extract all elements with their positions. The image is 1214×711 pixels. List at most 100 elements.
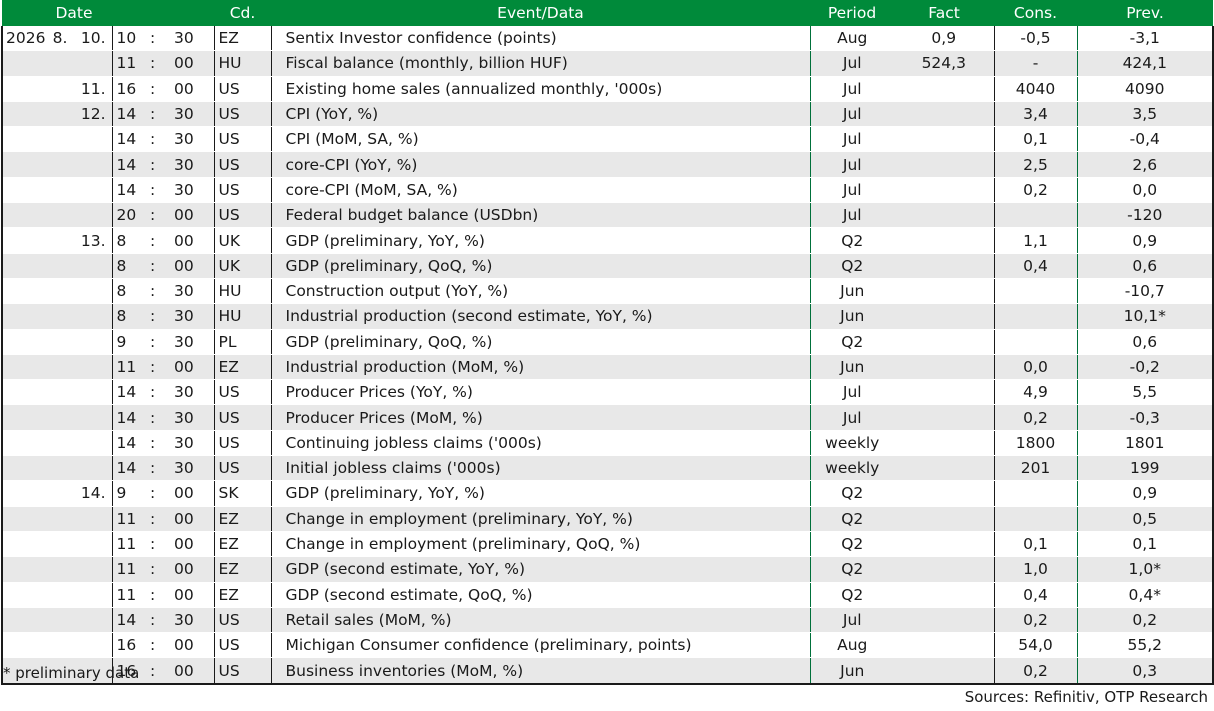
cell-day [72,506,112,532]
cell-country-code: EZ [213,556,271,583]
cell-hour: 8 [111,227,146,254]
cell-previous: 0,3 [1076,657,1214,685]
cell-country-code: EZ [213,26,271,52]
cell-day [72,126,112,153]
cell-previous: 424,1 [1076,50,1214,77]
cell-country-code: SK [213,480,271,507]
cell-year [1,354,48,381]
cell-period: Q2 [809,253,894,279]
cell-day [72,303,112,330]
cell-consensus: 4,9 [993,379,1077,406]
cell-year [1,76,48,102]
time-minute: 30 [174,408,194,427]
cell-minute: :00 [146,354,214,381]
cell-consensus: 0,2 [993,404,1077,431]
time-separator: : [150,459,156,478]
cell-month [48,50,72,77]
cell-country-code: US [213,404,271,431]
cell-minute: :00 [146,227,214,254]
table-row: 2026 8. 10. 10:30 EZ Sentix Investor confiden… [1,26,1214,52]
cell-hour: 16 [111,632,146,659]
cell-previous: 0,0 [1076,177,1214,204]
cell-month [48,506,72,532]
table-body: 2026 8. 10. 10:30 EZ Sentix Investor confiden… [1,26,1214,685]
cell-previous: 1801 [1076,430,1214,457]
cell-fact [894,657,994,685]
table-row: 11:00 EZ Change in employment (preliminary… [1,506,1214,532]
cell-hour: 11 [111,582,146,608]
cell-fact [894,253,994,279]
cell-month [48,582,72,608]
table-row: 11:00 EZ Change in employment (preliminary… [1,531,1214,558]
calendar-table-wrap: Date Cd. Event/Data Period Fact Cons. Pr… [1,0,1214,685]
cell-previous: 1,0* [1076,556,1214,583]
cell-event: GDP (second estimate, YoY, %) [270,556,810,583]
cell-day [72,556,112,583]
cell-minute: :30 [146,607,214,634]
time-separator: : [150,535,156,554]
cell-country-code: US [213,657,271,685]
cell-country-code: EZ [213,531,271,558]
cell-year [1,151,48,178]
cell-consensus: 54,0 [993,632,1077,659]
cell-year [1,480,48,507]
cell-minute: :30 [146,151,214,178]
cell-minute: :30 [146,430,214,457]
time-minute: 30 [174,307,194,326]
header-prev: Prev. [1077,0,1213,26]
time-separator: : [150,358,156,376]
cell-fact [894,126,994,153]
cell-country-code: US [213,151,271,178]
cell-fact [894,506,994,532]
cell-country-code: HU [213,303,271,330]
cell-day [72,430,112,457]
cell-year [1,531,48,558]
cell-consensus: 0,1 [993,531,1077,558]
cell-period: Q2 [809,227,894,254]
cell-fact [894,278,994,305]
time-separator: : [150,585,156,604]
time-separator: : [150,408,156,427]
cell-fact [894,151,994,178]
cell-year [1,329,48,355]
header-period: Period [810,0,894,26]
cell-event: GDP (preliminary, YoY, %) [270,227,810,254]
cell-minute: :30 [146,101,214,128]
cell-event: GDP (preliminary, YoY, %) [270,480,810,507]
time-separator: : [150,383,156,402]
cell-year [1,607,48,634]
cell-consensus: 0,4 [993,582,1077,608]
cell-period: Jun [809,657,894,685]
cell-day: 11. [72,76,112,102]
cell-country-code: US [213,202,271,229]
cell-month [48,531,72,558]
cell-hour: 14 [111,101,146,128]
cell-year [1,177,48,204]
cell-year [1,657,48,685]
cell-country-code: PL [213,329,271,355]
cell-month [48,379,72,406]
cell-month [48,101,72,128]
cell-previous: -0,3 [1076,404,1214,431]
table-row: 13. 8:00 UK GDP (preliminary, YoY, %) Q2 1,1 0… [1,227,1214,254]
cell-minute: :30 [146,379,214,406]
cell-event: Michigan Consumer confidence (preliminar… [270,632,810,659]
cell-consensus [993,506,1077,532]
time-minute: 00 [174,585,194,604]
cell-day [72,202,112,229]
cell-consensus [993,202,1077,229]
cell-year [1,556,48,583]
cell-month [48,480,72,507]
cell-period: Jul [809,607,894,634]
time-separator: : [150,180,156,199]
table-row: 14:30 US Producer Prices (YoY, %) Jul 4,9 5,5 [1,379,1214,406]
table-row: 16:00 US Business inventories (MoM, %) Jun 0… [1,657,1214,685]
cell-fact [894,531,994,558]
cell-year [1,101,48,128]
cell-event: Industrial production (second estimate, … [270,303,810,330]
cell-consensus: - [993,50,1077,77]
cell-fact [894,430,994,457]
cell-fact [894,202,994,229]
table-row: 14:30 US core-CPI (YoY, %) Jul 2,5 2,6 [1,151,1214,178]
cell-previous: -3,1 [1076,26,1214,52]
